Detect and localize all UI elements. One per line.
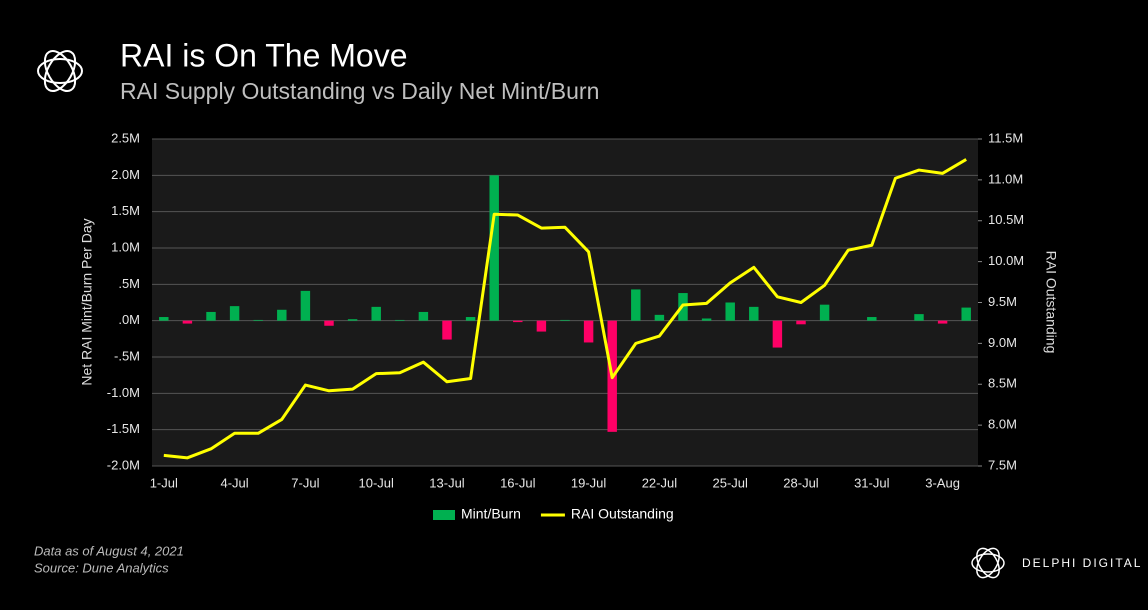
x-tick-label: 31-Jul	[854, 475, 890, 490]
bar	[442, 320, 452, 340]
legend-label: RAI Outstanding	[571, 506, 674, 522]
x-tick-label: 1-Jul	[150, 475, 178, 490]
bar	[937, 320, 948, 324]
x-tick-label: 25-Jul	[712, 475, 748, 490]
bar	[300, 290, 311, 321]
y-tick-label: 1.0M	[111, 239, 140, 254]
bar	[560, 319, 570, 321]
bar	[465, 317, 476, 321]
y2-tick-label: 11.0M	[988, 171, 1023, 186]
x-tick-label: 22-Jul	[642, 475, 678, 490]
y-tick-label: .0M	[118, 312, 140, 327]
y2-tick-label: 7.5M	[988, 457, 1017, 472]
x-tick-label: 7-Jul	[291, 475, 319, 490]
note: Data as of August 4, 2021	[34, 543, 184, 558]
x-tick-label: 4-Jul	[221, 475, 249, 490]
y-tick-label: .5M	[118, 276, 140, 291]
bar	[395, 319, 405, 321]
x-tick-label: 3-Aug	[925, 475, 960, 490]
x-tick-label: 28-Jul	[783, 475, 819, 490]
bar	[371, 306, 381, 321]
y2-tick-label: 8.5M	[988, 376, 1017, 391]
bar	[914, 314, 924, 321]
y-tick-label: -1.0M	[107, 385, 140, 400]
y2-tick-label: 11.5M	[988, 130, 1023, 145]
bar	[536, 320, 547, 332]
line	[163, 158, 967, 460]
bar	[725, 302, 735, 321]
legend-swatch	[433, 510, 455, 520]
bar	[513, 320, 523, 323]
bar	[701, 318, 712, 321]
brand-logo	[971, 547, 1005, 579]
y-tick-label: -1.5M	[107, 421, 140, 436]
bar	[819, 304, 830, 321]
y-tick-label: 2.0M	[111, 167, 140, 182]
x-tick-label: 19-Jul	[571, 475, 607, 490]
subtitle: RAI Supply Outstanding vs Daily Net Mint…	[120, 78, 599, 104]
y2-tick-label: 9.5M	[988, 294, 1017, 309]
y2-tick-label: 10.0M	[988, 253, 1024, 268]
plot-area	[152, 139, 978, 466]
y-tick-label: 1.5M	[111, 203, 140, 218]
y2-tick-label: 10.5M	[988, 212, 1024, 227]
bar	[347, 319, 358, 321]
bar	[229, 306, 240, 321]
bar	[159, 317, 169, 321]
bar	[631, 289, 641, 321]
bar	[772, 320, 783, 348]
bar	[654, 314, 665, 321]
bar	[961, 307, 971, 321]
y-tick-label: -.5M	[114, 348, 140, 363]
y2-tick-label: 8.0M	[988, 417, 1017, 432]
bar	[324, 320, 334, 326]
y2-tick-label: 9.0M	[988, 335, 1017, 350]
bar	[182, 320, 193, 324]
y-tick-label: 2.5M	[111, 130, 140, 145]
x-tick-label: 10-Jul	[358, 475, 394, 490]
bar	[253, 319, 263, 321]
bar	[749, 306, 759, 321]
y-axis-label: Net RAI Mint/Burn Per Day	[79, 218, 95, 385]
x-tick-label: 13-Jul	[429, 475, 465, 490]
bar	[489, 175, 499, 321]
bar	[277, 309, 287, 321]
bar	[796, 320, 806, 325]
legend-label: Mint/Burn	[461, 506, 521, 522]
y-tick-label: -2.0M	[107, 457, 140, 472]
bar	[206, 311, 216, 321]
x-tick-label: 16-Jul	[500, 475, 536, 490]
note: Source: Dune Analytics	[34, 560, 169, 575]
brand: DELPHI DIGITAL	[1022, 556, 1142, 570]
y2-axis-label: RAI Outstanding	[1043, 251, 1059, 354]
bar	[418, 311, 429, 321]
bar	[583, 320, 594, 343]
bar	[867, 317, 877, 321]
title: RAI is On The Move	[120, 37, 408, 73]
